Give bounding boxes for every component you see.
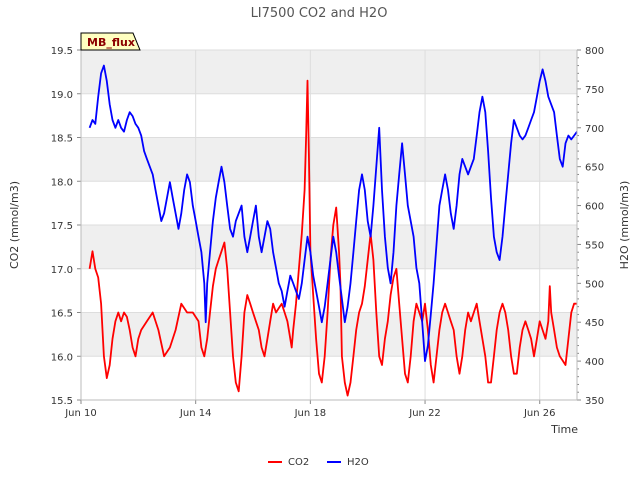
y-tick-label-right: 400 bbox=[585, 357, 604, 368]
y-axis-label-right: H2O (mmol/m3) bbox=[618, 181, 631, 270]
legend: CO2 H2O bbox=[268, 457, 369, 468]
plot-area bbox=[80, 49, 578, 401]
background-band bbox=[81, 137, 577, 182]
y-axis-label-left: CO2 (mmol/m3) bbox=[8, 181, 21, 269]
y-tick-label-left: 17.5 bbox=[51, 221, 73, 232]
y-tick-label-right: 500 bbox=[585, 279, 604, 290]
series-line-co2 bbox=[88, 79, 577, 397]
y-tick-label-right: 800 bbox=[585, 46, 604, 57]
chart-title: LI7500 CO2 and H2O bbox=[251, 6, 388, 21]
y-tick-label-left: 17.0 bbox=[51, 265, 73, 276]
y-tick-label-right: 350 bbox=[585, 396, 604, 407]
legend-co2-label: CO2 bbox=[288, 457, 309, 468]
y-tick-label-right: 450 bbox=[585, 318, 604, 329]
right-axis: 350 400 450 500 550 600 650 700 750 800 bbox=[576, 46, 604, 407]
series-layer bbox=[88, 64, 578, 397]
y-tick-label-right: 750 bbox=[585, 85, 604, 96]
y-tick-label-left: 16.5 bbox=[51, 309, 73, 320]
x-axis: Jun 10 Jun 14 Jun 18 Jun 22 Jun 26 bbox=[64, 399, 577, 419]
y-tick-label-right: 700 bbox=[585, 124, 604, 135]
badge-shape bbox=[80, 32, 141, 51]
y-tick-label-right: 600 bbox=[585, 202, 604, 213]
series-line-h2o bbox=[88, 64, 578, 362]
x-tick-label: Jun 22 bbox=[408, 408, 441, 419]
legend-h2o-label: H2O bbox=[347, 457, 369, 468]
background-band bbox=[81, 50, 577, 94]
x-tick-label: Jun 14 bbox=[179, 408, 212, 419]
y-tick-label-left: 18.0 bbox=[51, 177, 73, 188]
x-tick-label: Jun 18 bbox=[294, 408, 327, 419]
mb-flux-badge: MB_flux bbox=[80, 32, 141, 51]
y-tick-label-right: 650 bbox=[585, 163, 604, 174]
x-tick-label: Jun 10 bbox=[64, 408, 97, 419]
y-tick-label-left: 15.5 bbox=[51, 396, 73, 407]
y-tick-label-left: 16.0 bbox=[51, 352, 73, 363]
background-bands bbox=[81, 50, 577, 357]
left-axis: 15.5 16.0 16.5 17.0 17.5 18.0 18.5 19.0 19.5 bbox=[51, 46, 82, 407]
x-axis-label: Time bbox=[550, 423, 578, 436]
y-tick-label-right: 550 bbox=[585, 240, 604, 251]
y-tick-label-left: 19.5 bbox=[51, 46, 73, 57]
y-tick-label-left: 19.0 bbox=[51, 90, 73, 101]
badge-label: MB_flux bbox=[87, 36, 135, 49]
x-tick-label: Jun 26 bbox=[523, 408, 556, 419]
y-tick-label-left: 18.5 bbox=[51, 134, 73, 145]
